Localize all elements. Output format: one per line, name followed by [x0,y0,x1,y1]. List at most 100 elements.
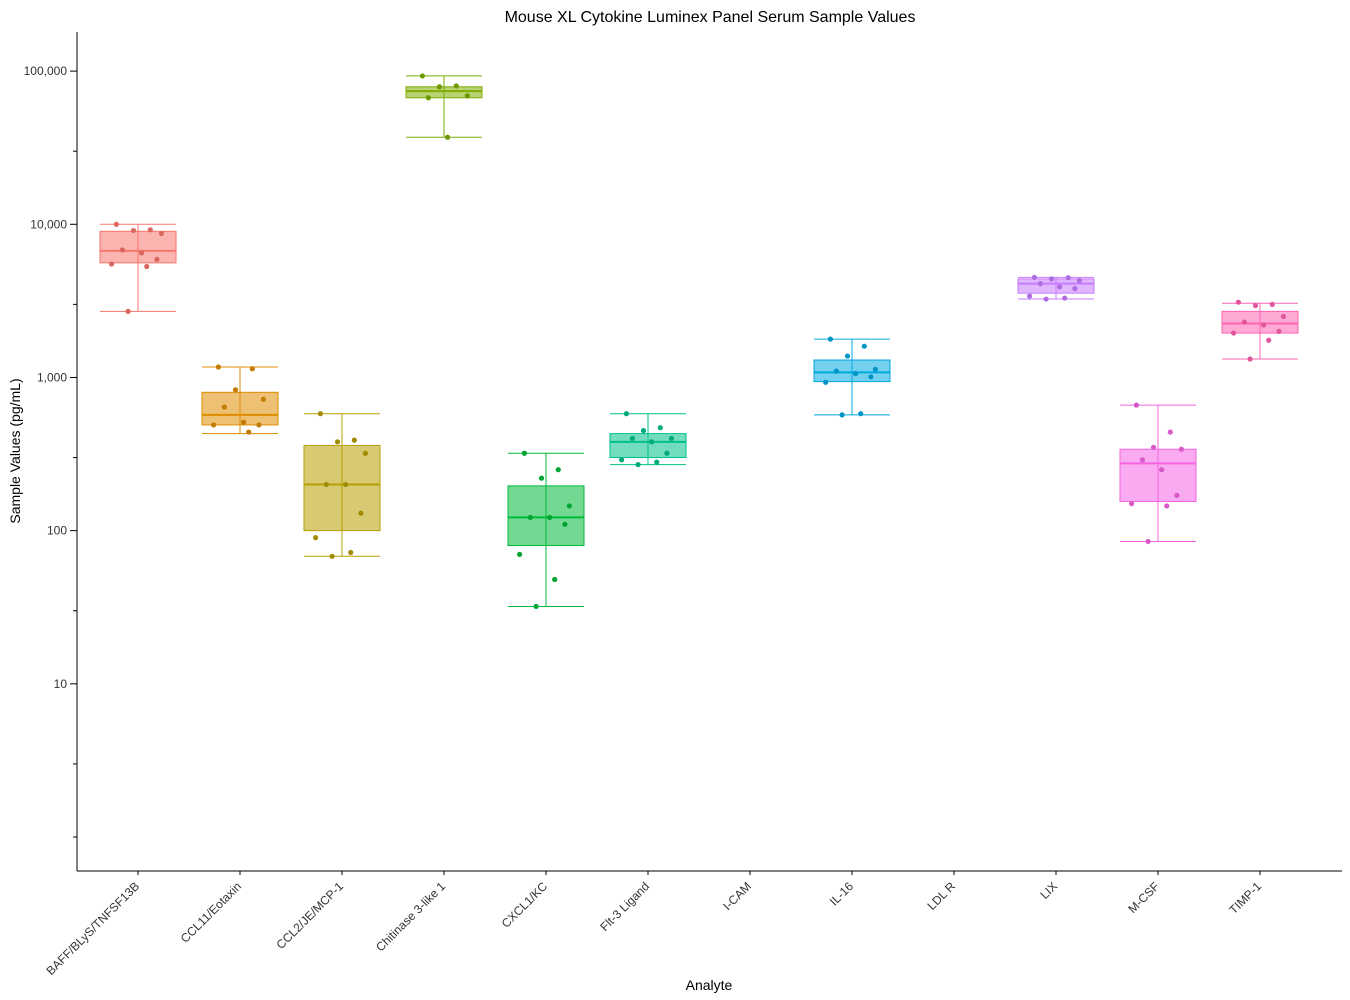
data-point [241,419,247,425]
data-point [1027,293,1033,299]
data-point [649,439,655,445]
data-point [629,435,636,442]
x-tick-label: Chitinase 3-like 1 [373,879,448,954]
data-point [566,503,573,509]
data-point [1145,538,1151,545]
data-point [1167,429,1173,435]
x-tick-label: IL-16 [827,879,856,908]
box-rect [99,230,177,264]
y-axis-label: Sample Values (pg/mL) [7,378,23,523]
data-point [215,364,221,370]
box-group [609,411,687,468]
data-point [1159,467,1165,473]
data-point [1057,284,1063,290]
data-point [1062,295,1068,301]
box-rect [609,433,687,459]
x-tick-label: CXCL1/KC [499,879,551,931]
data-point [1031,274,1037,281]
data-point [1241,319,1247,325]
data-point [343,481,349,488]
data-point [246,429,252,435]
data-point [839,412,845,418]
data-point [323,481,329,488]
data-point [1269,301,1275,307]
data-point [1139,457,1145,463]
x-tick-label: LIX [1037,879,1060,902]
data-point [256,422,262,428]
data-point [1247,356,1253,362]
x-tick-label: CCL11/Eotaxin [178,879,244,945]
data-point [464,93,470,99]
x-tick-label: LDL R [924,879,958,913]
data-point [552,576,558,583]
data-point [1276,328,1282,334]
x-tick-label: TIMP-1 [1226,879,1264,917]
box-group [1221,299,1299,362]
data-point [1037,281,1043,287]
data-point [260,396,266,402]
data-point [521,450,528,456]
data-point [1072,286,1078,292]
data-point [668,435,675,442]
box-rect [813,359,891,383]
data-point [1129,501,1135,507]
data-point [555,467,561,473]
data-point [232,387,239,393]
data-point [635,461,641,468]
data-point [419,73,425,79]
data-point [334,439,341,445]
data-point [1252,302,1259,309]
data-point [211,422,217,428]
data-point [445,134,451,140]
data-point [1235,299,1241,305]
y-tick-label: 10 [54,677,68,691]
data-point [249,366,255,372]
data-point [113,221,119,227]
chart-title: Mouse XL Cytokine Luminex Panel Serum Sa… [505,9,916,26]
data-point [1164,503,1170,509]
data-point [1043,296,1049,302]
data-point [654,459,660,465]
data-point [130,227,137,234]
data-point [221,404,227,410]
data-point [317,411,323,417]
data-point [538,475,545,481]
data-point [533,603,539,610]
data-point [619,457,625,463]
y-tick-label: 100,000 [24,64,68,78]
data-point [147,227,153,233]
box-rect [1017,278,1095,294]
data-point [139,250,145,256]
data-point [823,379,829,385]
data-point [1261,322,1267,328]
box-rect [1119,448,1197,502]
data-point [657,425,663,431]
x-tick-label: Flt-3 Ligand [597,879,652,934]
box-group [201,364,279,435]
data-point [868,374,874,380]
data-point [362,450,368,456]
data-point [1280,313,1286,320]
box-rect [201,391,279,426]
data-point [844,353,851,359]
data-point [517,551,523,557]
box-rect [507,485,585,546]
data-point [547,514,553,521]
box-rect [405,86,483,99]
box-rect [1221,310,1299,334]
box-series [99,73,1299,610]
data-point [144,263,150,270]
data-point [351,437,357,443]
box-group [405,73,483,140]
box-group [1119,402,1197,545]
box-group [1017,274,1095,302]
data-point [1048,276,1055,282]
data-point [348,549,354,556]
data-point [313,535,319,541]
x-axis-label: Analyte [686,977,733,993]
data-point [1231,330,1237,336]
x-axis-ticks: BAFF/BLyS/TNFSF13B CCL11/Eotaxin CCL2/JE/M… [43,871,1264,978]
x-tick-label: M-CSF [1125,879,1162,916]
data-point [833,368,840,374]
